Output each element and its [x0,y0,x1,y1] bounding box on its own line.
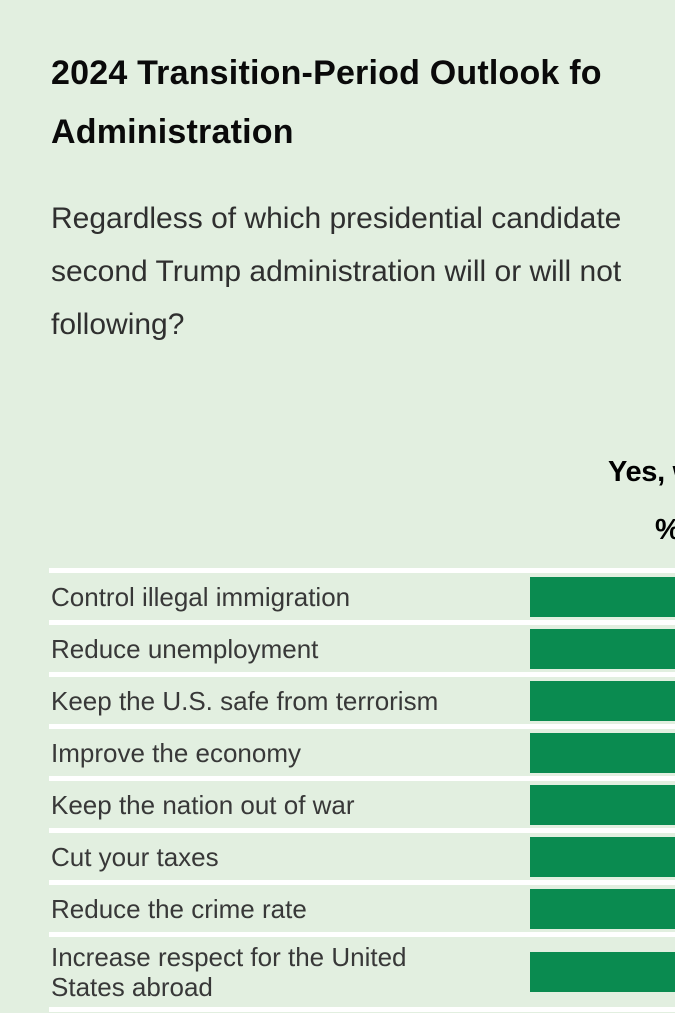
bar [530,680,675,721]
subtitle-line: following? [51,308,185,341]
row-label: Keep the nation out of war [51,789,355,820]
column-header-yes: Yes, w [608,456,675,488]
bar [530,888,675,929]
bar [530,836,675,877]
title-line: 2024 Transition-Period Outlook fo [51,54,602,92]
table-row: Reduce the crime rate [49,880,675,932]
table-row: Control illegal immigration [49,568,675,620]
row-label: Reduce the crime rate [51,893,307,924]
title-line: Administration [51,113,294,151]
table-row: Keep the nation out of war [49,776,675,828]
table-row: Keep the U.S. safe from terrorism [49,672,675,724]
table-row: Improve the economy [49,724,675,776]
table-row: Cut your taxes [49,828,675,880]
bar [530,784,675,825]
subtitle-line: second Trump administration will or will… [51,255,622,288]
row-label: Keep the U.S. safe from terrorism [51,685,439,716]
row-label: Improve the economy [51,737,302,768]
row-label: Control illegal immigration [51,581,351,612]
table-row: Increase respect for the United States a… [49,932,675,1012]
row-label: Cut your taxes [51,841,219,872]
row-label: Reduce unemployment [51,633,319,664]
table-row: Reduce unemployment [49,620,675,672]
bar [530,952,675,992]
chart-subtitle: Regardless of which presidential candida… [51,192,621,351]
bar [530,732,675,773]
chart-title: 2024 Transition-Period Outlook fo Adminis… [51,44,602,162]
bar [530,576,675,617]
bar [530,628,675,669]
row-label: Increase respect for the United States a… [51,942,407,1002]
bar-table: Control illegal immigration Reduce unemp… [49,568,675,1012]
unit-label-percent: % [655,516,675,545]
subtitle-line: Regardless of which presidential candida… [51,202,622,235]
